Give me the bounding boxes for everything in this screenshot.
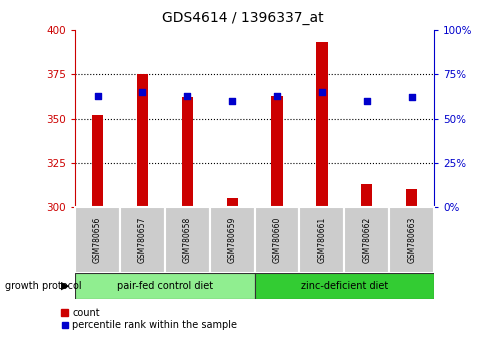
- Text: growth protocol: growth protocol: [5, 281, 81, 291]
- Bar: [316, 42, 327, 207]
- Bar: [136, 74, 148, 207]
- Text: zinc-deficient diet: zinc-deficient diet: [300, 281, 387, 291]
- Text: GSM780658: GSM780658: [182, 217, 192, 263]
- FancyBboxPatch shape: [165, 207, 209, 273]
- Point: [93, 93, 101, 98]
- Point: [407, 95, 415, 100]
- Text: GSM780656: GSM780656: [93, 217, 102, 263]
- FancyBboxPatch shape: [120, 207, 165, 273]
- FancyBboxPatch shape: [254, 207, 299, 273]
- Text: GSM780662: GSM780662: [362, 217, 371, 263]
- FancyBboxPatch shape: [75, 207, 120, 273]
- FancyBboxPatch shape: [299, 207, 344, 273]
- FancyBboxPatch shape: [388, 207, 433, 273]
- Text: pair-fed control diet: pair-fed control diet: [117, 281, 212, 291]
- Text: GSM780660: GSM780660: [272, 217, 281, 263]
- Legend: count, percentile rank within the sample: count, percentile rank within the sample: [60, 308, 237, 330]
- FancyBboxPatch shape: [209, 207, 254, 273]
- Text: GSM780657: GSM780657: [137, 217, 147, 263]
- FancyBboxPatch shape: [75, 273, 254, 299]
- Point: [183, 93, 191, 98]
- Text: GDS4614 / 1396337_at: GDS4614 / 1396337_at: [161, 11, 323, 25]
- Bar: [182, 97, 193, 207]
- Bar: [405, 189, 416, 207]
- FancyBboxPatch shape: [254, 273, 433, 299]
- Bar: [271, 96, 282, 207]
- Bar: [92, 115, 103, 207]
- Point: [362, 98, 370, 104]
- Point: [138, 89, 146, 95]
- FancyBboxPatch shape: [344, 207, 388, 273]
- Bar: [226, 198, 237, 207]
- Point: [272, 93, 280, 98]
- Point: [318, 89, 325, 95]
- Text: ▶: ▶: [61, 281, 70, 291]
- Text: GSM780661: GSM780661: [317, 217, 326, 263]
- Point: [228, 98, 236, 104]
- Text: GSM780659: GSM780659: [227, 217, 236, 263]
- Bar: [361, 184, 372, 207]
- Text: GSM780663: GSM780663: [406, 217, 415, 263]
